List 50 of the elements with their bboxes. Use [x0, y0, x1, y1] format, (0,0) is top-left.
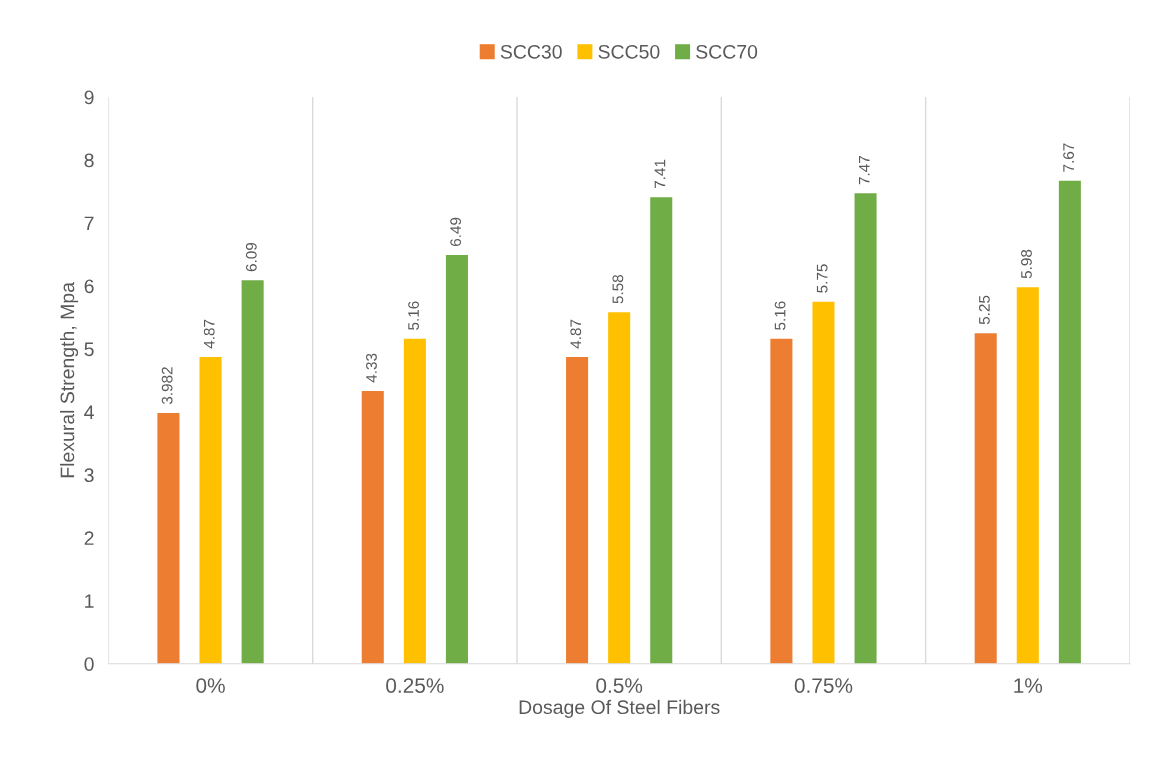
bar	[199, 357, 222, 664]
bar	[445, 255, 468, 664]
data-label: 4.87	[570, 319, 582, 349]
data-label: 5.16	[774, 301, 786, 330]
data-label: 7.41	[654, 159, 666, 189]
bar	[770, 338, 793, 664]
bar	[854, 193, 877, 664]
data-label: 3.982	[161, 367, 173, 405]
y-tick-label: 8	[84, 153, 94, 168]
bar	[608, 312, 631, 664]
data-label: 5.16	[408, 301, 419, 330]
x-tick-label: 0%	[196, 678, 225, 693]
data-label: 4.87	[203, 319, 215, 349]
bar	[157, 413, 180, 664]
y-tick-label: 9	[84, 90, 94, 105]
bar	[403, 338, 426, 664]
y-tick-label: 6	[84, 279, 94, 294]
bar	[650, 197, 673, 664]
bar	[566, 357, 589, 664]
legend-label: SCC70	[696, 44, 758, 59]
data-label: 5.98	[1021, 249, 1032, 279]
bar	[1058, 180, 1081, 664]
data-label: 5.58	[612, 274, 624, 304]
y-tick-label: 3	[84, 468, 94, 483]
x-axis-title: Dosage Of Steel Fibers	[519, 699, 720, 718]
x-tick-label: 0.75%	[794, 678, 853, 693]
x-tick-label: 0.25%	[386, 678, 444, 693]
y-axis-title: Flexural Strength, Mpa	[60, 282, 79, 478]
y-tick-label: 7	[84, 216, 94, 230]
y-tick-label: 2	[84, 531, 94, 545]
data-label: 5.75	[816, 264, 828, 293]
x-tick-label: 0.5%	[596, 678, 643, 693]
y-tick-label: 5	[84, 342, 94, 357]
data-label: 4.33	[366, 353, 377, 383]
y-tick-label: 0	[84, 657, 94, 671]
data-label: 7.67	[1063, 143, 1074, 172]
bar	[241, 280, 264, 664]
data-label: 6.49	[450, 217, 462, 246]
data-label: 7.47	[859, 156, 870, 185]
data-label: 5.25	[978, 295, 990, 325]
bar	[1016, 287, 1039, 664]
x-tick-label: 1%	[1014, 678, 1043, 693]
bar	[974, 333, 997, 664]
y-tick-label: 4	[84, 405, 94, 419]
y-tick-label: 1	[85, 594, 94, 608]
legend-label: SCC50	[598, 44, 660, 59]
legend-label: SCC30	[500, 44, 562, 59]
data-label: 6.09	[245, 242, 257, 272]
bar	[812, 301, 835, 664]
bar	[361, 391, 384, 664]
